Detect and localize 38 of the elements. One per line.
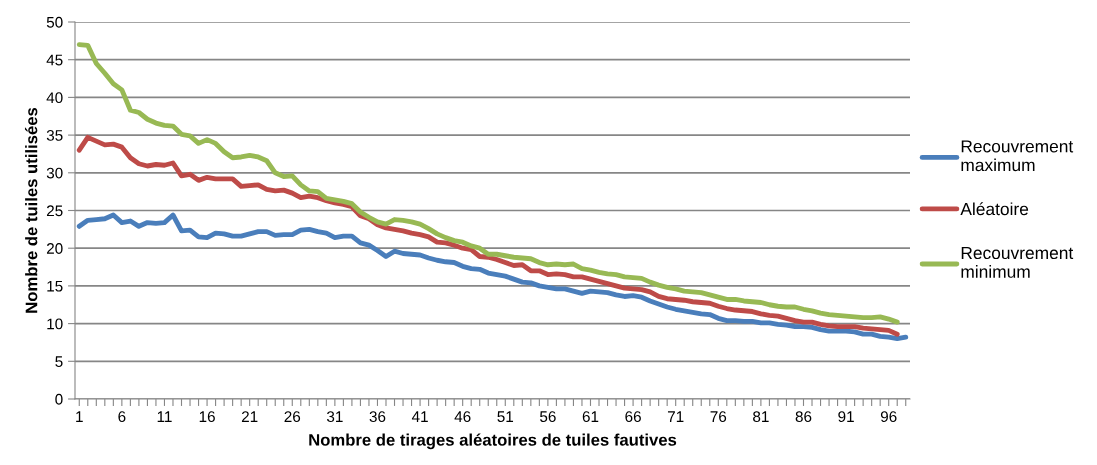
x-tick-label: 16	[199, 411, 215, 423]
x-tick-label: 36	[369, 411, 386, 423]
x-tick-label: 21	[241, 411, 258, 422]
x-tick-label: 1	[76, 411, 83, 422]
x-tick-label: 76	[710, 411, 727, 423]
y-tick-label: 30	[46, 167, 63, 179]
legend-label: Recouvrement minimum	[961, 247, 1074, 278]
y-tick-label: 35	[46, 129, 63, 141]
legend-label: Recouvrement maximum	[961, 140, 1074, 172]
x-tick-label: 41	[411, 411, 428, 422]
x-tick-label: 26	[284, 411, 301, 423]
x-tick-label: 61	[582, 411, 599, 423]
y-axis-title: Nombre de tuiles utilisées	[24, 107, 38, 313]
x-tick-label: 91	[838, 411, 854, 423]
x-tick-label: 51	[497, 411, 514, 423]
legend-label: Aléatoire	[960, 202, 1029, 216]
y-tick-label: 0	[55, 393, 63, 405]
x-tick-label: 11	[157, 411, 172, 422]
x-tick-label: 6	[118, 411, 126, 423]
y-tick-label: 5	[55, 356, 63, 367]
y-tick-label: 10	[47, 318, 63, 330]
y-tick-label: 15	[47, 280, 63, 292]
y-tick-label: 50	[46, 16, 63, 28]
x-tick-label: 46	[454, 411, 471, 423]
x-tick-label: 31	[326, 411, 343, 423]
x-tick-label: 56	[540, 411, 556, 423]
y-tick-label: 45	[46, 54, 63, 66]
x-tick-label: 86	[795, 411, 812, 423]
x-tick-label: 81	[753, 411, 769, 423]
x-tick-label: 66	[625, 411, 641, 423]
x-axis-title: Nombre de tirages aléatoires de tuiles fautives	[309, 433, 677, 450]
x-tick-label: 96	[880, 411, 897, 423]
line-series	[76, 42, 900, 325]
y-tick-label: 25	[46, 205, 63, 217]
line-series	[76, 134, 900, 337]
y-tick-label: 20	[46, 243, 63, 254]
x-tick-label: 71	[667, 411, 684, 422]
y-tick-label: 40	[46, 92, 63, 104]
